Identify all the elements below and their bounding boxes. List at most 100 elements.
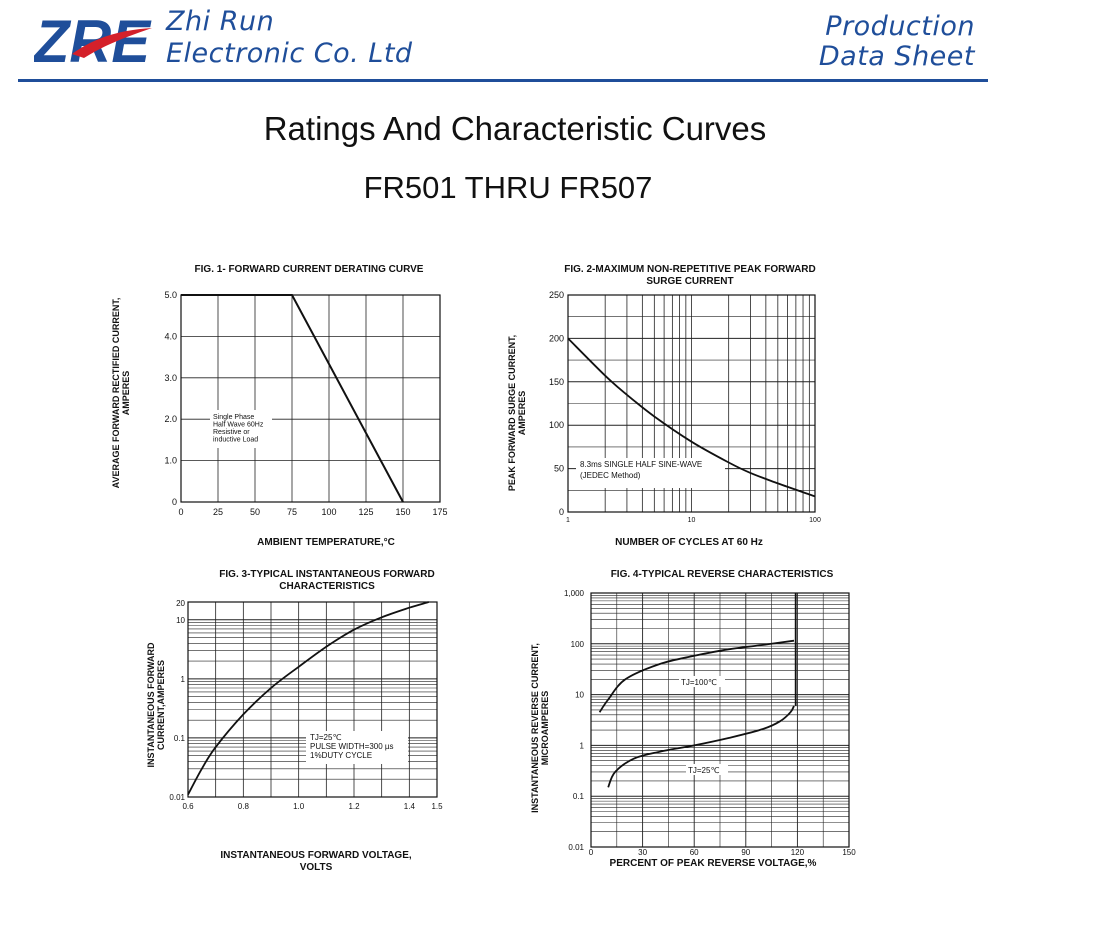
document-type: Production Data Sheet — [819, 12, 975, 72]
fig3-title-line1: FIG. 3-TYPICAL INSTANTANEOUS FORWARD — [219, 569, 434, 580]
fig3-y-tick-label: 10 — [176, 616, 185, 625]
fig1-x-tick-label: 175 — [432, 507, 447, 517]
page-title: Ratings And Characteristic Curves — [263, 110, 767, 147]
fig2-y-tick-label: 250 — [549, 290, 564, 300]
fig4-x-tick-label: 90 — [741, 848, 750, 857]
page-header: ZRE Zhi Run Electronic Co. Ltd Productio… — [0, 0, 1095, 82]
fig2-annotation-line: 8.3ms SINGLE HALF SINE-WAVE — [580, 460, 702, 469]
fig4-y-tick-label: 10 — [575, 691, 584, 700]
fig4-series-label-tj100: TJ=100℃ — [681, 678, 717, 687]
fig1-y-tick-label: 5.0 — [164, 290, 177, 300]
fig2-y-tick-label: 200 — [549, 333, 564, 343]
fig1-annotation-bg — [210, 410, 272, 448]
fig4-y-tick-label: 1,000 — [564, 589, 585, 598]
fig2-x-tick-label: 10 — [688, 517, 696, 524]
document-type-line1: Production — [825, 11, 975, 42]
fig4-x-tick-label: 120 — [791, 848, 805, 857]
fig2-x-tick-label: 100 — [809, 517, 821, 524]
fig4-series-label-bg — [686, 764, 728, 775]
fig3-y-tick-label: 0.01 — [169, 793, 185, 802]
fig3-y-tick-label: 0.1 — [174, 734, 186, 743]
fig3-annotation-line: 1%DUTY CYCLE — [310, 751, 372, 760]
fig4-series-tj100-curve — [598, 639, 795, 713]
fig3-x-axis-label-line1: INSTANTANEOUS FORWARD VOLTAGE, — [220, 850, 412, 861]
fig4-series-label-tj25: TJ=25℃ — [688, 766, 719, 775]
fig1-title: FIG. 1- FORWARD CURRENT DERATING CURVE — [195, 264, 424, 275]
fig3-x-tick-label: 0.6 — [182, 802, 194, 811]
fig3-annotation-line: PULSE WIDTH=300 µs — [310, 742, 394, 751]
fig3-annotation-line: TJ=25℃ — [310, 733, 341, 742]
fig2-plot-frame — [567, 294, 816, 513]
fig1-y-tick-label: 0 — [172, 497, 177, 507]
fig1-y-tick-label: 4.0 — [164, 331, 177, 341]
fig1-x-tick-label: 25 — [213, 507, 223, 517]
fig3-annotation-bg — [306, 731, 408, 764]
fig3-x-tick-label: 1.4 — [404, 802, 416, 811]
fig1-annotation-line: Single Phase — [213, 414, 254, 421]
fig2-annotation-line: (JEDEC Method) — [580, 471, 641, 480]
fig3-y-tick-label: 1 — [181, 675, 186, 684]
fig1-plot-frame — [180, 294, 441, 503]
fig1-y-axis-label-line2: AMPERES — [121, 371, 131, 416]
fig4-x-tick-label: 60 — [690, 848, 699, 857]
fig1-x-tick-label: 125 — [358, 507, 373, 517]
fig1-y-axis-label: AVERAGE FORWARD RECTIFIED CURRENT, AMPERE… — [111, 298, 131, 489]
fig4-x-tick-label: 30 — [638, 848, 647, 857]
fig3-x-tick-label: 1.0 — [293, 802, 305, 811]
company-name-line2: Electronic Co. Ltd — [166, 38, 413, 69]
fig2-y-tick-label: 0 — [559, 507, 564, 517]
fig1-annotation-line: inductive Load — [213, 437, 258, 444]
fig4-y-axis-label-line2: MICROAMPERES — [540, 691, 550, 766]
fig2-x-tick-label: 1 — [566, 517, 570, 524]
fig4-x-axis-label: PERCENT OF PEAK REVERSE VOLTAGE,% — [610, 858, 817, 869]
fig1-x-axis-label: AMBIENT TEMPERATURE,°C — [257, 537, 395, 548]
fig1-x-tick-label: 0 — [178, 507, 183, 517]
fig2-title-line1: FIG. 2-MAXIMUM NON-REPETITIVE PEAK FORWA… — [564, 264, 816, 275]
fig2-y-axis-label-line2: AMPERES — [517, 391, 527, 436]
fig2-y-tick-label: 100 — [549, 420, 564, 430]
logo-swoosh — [72, 28, 152, 58]
fig3-x-tick-label: 1.5 — [431, 802, 443, 811]
fig4-series-tj25-curve — [607, 705, 795, 788]
fig1-x-tick-label: 150 — [395, 507, 410, 517]
fig3-y-axis-label-line2: CURRENT,AMPERES — [156, 660, 166, 750]
fig4-x-tick-label: 0 — [589, 848, 594, 857]
fig2-y-tick-label: 150 — [549, 377, 564, 387]
fig4-y-tick-label: 100 — [571, 640, 585, 649]
fig3-forward-curve — [187, 601, 429, 796]
fig4-y-axis-label-line1: INSTANTANEOUS REVERSE CURRENT, — [530, 643, 540, 813]
fig4-plot-frame — [590, 592, 850, 848]
fig1-y-tick-label: 2.0 — [164, 414, 177, 424]
fig1-annotation-line: Half Wave 60Hz — [213, 422, 264, 429]
fig1-y-tick-label: 3.0 — [164, 373, 177, 383]
fig2-y-tick-label: 50 — [554, 464, 564, 474]
fig3-y-tick-label: 20 — [176, 599, 185, 608]
fig3-y-axis-label: INSTANTANEOUS FORWARD CURRENT,AMPERES — [146, 642, 166, 767]
logo-text: ZRE — [34, 8, 152, 70]
fig4-y-tick-label: 1 — [580, 741, 585, 750]
fig4-x-tick-label: 150 — [842, 848, 856, 857]
fig1-y-axis-label-line1: AVERAGE FORWARD RECTIFIED CURRENT, — [111, 298, 121, 489]
fig2-y-axis-label: PEAK FORWARD SURGE CURRENT, AMPERES — [507, 335, 527, 491]
fig1-x-tick-label: 100 — [321, 507, 336, 517]
fig4-y-axis-label: INSTANTANEOUS REVERSE CURRENT, MICROAMPER… — [530, 643, 550, 813]
fig3-plot-frame — [187, 601, 438, 798]
fig1-x-tick-label: 75 — [287, 507, 297, 517]
fig1-y-tick-label: 1.0 — [164, 456, 177, 466]
fig3-x-tick-label: 1.2 — [348, 802, 360, 811]
fig1-x-tick-label: 50 — [250, 507, 260, 517]
zre-logo: ZRE — [34, 8, 152, 70]
fig1-annotation-line: Resistive or — [213, 429, 250, 436]
fig2-annotation-bg — [576, 458, 725, 488]
fig3-y-axis-label-line1: INSTANTANEOUS FORWARD — [146, 642, 156, 767]
fig4-y-tick-label: 0.1 — [573, 792, 585, 801]
fig3-x-tick-label: 0.8 — [238, 802, 250, 811]
company-name: Zhi Run Electronic Co. Ltd — [166, 6, 413, 70]
fig2-y-axis-label-line1: PEAK FORWARD SURGE CURRENT, — [507, 335, 517, 491]
header-rule — [18, 79, 988, 82]
fig2-x-axis-label: NUMBER OF CYCLES AT 60 Hz — [615, 537, 763, 548]
company-name-line1: Zhi Run — [166, 6, 275, 37]
fig4-series-label-bg — [679, 676, 725, 687]
fig3-x-axis-label-line2: VOLTS — [300, 862, 333, 873]
